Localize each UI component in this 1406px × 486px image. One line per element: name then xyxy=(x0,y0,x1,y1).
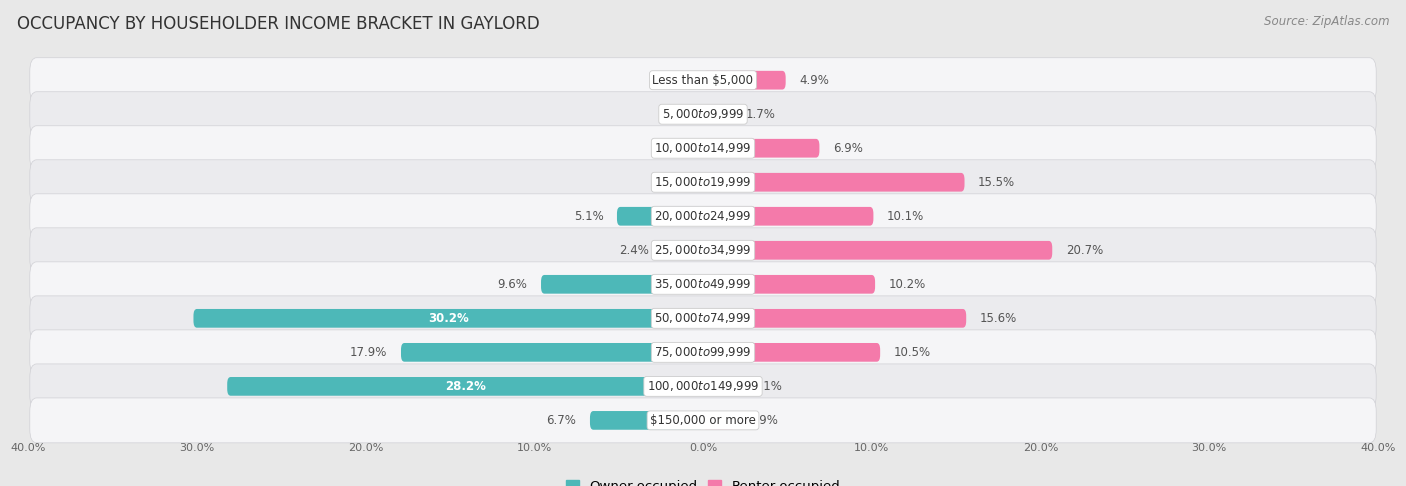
Text: 10.5%: 10.5% xyxy=(894,346,931,359)
FancyBboxPatch shape xyxy=(30,330,1376,375)
Text: 15.6%: 15.6% xyxy=(980,312,1017,325)
Text: $35,000 to $49,999: $35,000 to $49,999 xyxy=(654,278,752,291)
FancyBboxPatch shape xyxy=(703,377,738,396)
FancyBboxPatch shape xyxy=(194,309,703,328)
Text: 5.1%: 5.1% xyxy=(574,210,603,223)
Text: 4.9%: 4.9% xyxy=(799,74,830,87)
Text: 9.6%: 9.6% xyxy=(498,278,527,291)
FancyBboxPatch shape xyxy=(401,343,703,362)
FancyBboxPatch shape xyxy=(617,207,703,226)
FancyBboxPatch shape xyxy=(30,364,1376,409)
Text: $50,000 to $74,999: $50,000 to $74,999 xyxy=(654,312,752,325)
FancyBboxPatch shape xyxy=(703,275,875,294)
FancyBboxPatch shape xyxy=(703,343,880,362)
FancyBboxPatch shape xyxy=(703,139,820,157)
Text: 0.0%: 0.0% xyxy=(659,108,689,121)
Legend: Owner-occupied, Renter-occupied: Owner-occupied, Renter-occupied xyxy=(560,475,846,486)
Text: 0.0%: 0.0% xyxy=(659,74,689,87)
FancyBboxPatch shape xyxy=(703,173,965,191)
Text: 6.7%: 6.7% xyxy=(547,414,576,427)
Text: $100,000 to $149,999: $100,000 to $149,999 xyxy=(647,380,759,393)
FancyBboxPatch shape xyxy=(30,194,1376,239)
Text: 30.2%: 30.2% xyxy=(427,312,468,325)
FancyBboxPatch shape xyxy=(662,241,703,260)
FancyBboxPatch shape xyxy=(703,309,966,328)
Text: 2.4%: 2.4% xyxy=(619,244,650,257)
Text: OCCUPANCY BY HOUSEHOLDER INCOME BRACKET IN GAYLORD: OCCUPANCY BY HOUSEHOLDER INCOME BRACKET … xyxy=(17,15,540,33)
Text: 15.5%: 15.5% xyxy=(979,176,1015,189)
FancyBboxPatch shape xyxy=(30,228,1376,273)
FancyBboxPatch shape xyxy=(30,262,1376,307)
Text: $150,000 or more: $150,000 or more xyxy=(650,414,756,427)
Text: 17.9%: 17.9% xyxy=(350,346,388,359)
FancyBboxPatch shape xyxy=(703,241,1052,260)
Text: 0.0%: 0.0% xyxy=(659,142,689,155)
FancyBboxPatch shape xyxy=(703,71,786,89)
FancyBboxPatch shape xyxy=(30,296,1376,341)
Text: 20.7%: 20.7% xyxy=(1066,244,1102,257)
FancyBboxPatch shape xyxy=(703,411,735,430)
FancyBboxPatch shape xyxy=(703,105,731,123)
Text: 1.9%: 1.9% xyxy=(748,414,779,427)
FancyBboxPatch shape xyxy=(30,58,1376,103)
FancyBboxPatch shape xyxy=(591,411,703,430)
FancyBboxPatch shape xyxy=(703,207,873,226)
FancyBboxPatch shape xyxy=(30,92,1376,137)
Text: $25,000 to $34,999: $25,000 to $34,999 xyxy=(654,243,752,257)
FancyBboxPatch shape xyxy=(30,126,1376,171)
Text: $10,000 to $14,999: $10,000 to $14,999 xyxy=(654,141,752,155)
Text: Less than $5,000: Less than $5,000 xyxy=(652,74,754,87)
FancyBboxPatch shape xyxy=(228,377,703,396)
FancyBboxPatch shape xyxy=(30,160,1376,205)
Text: 0.0%: 0.0% xyxy=(659,176,689,189)
Text: $75,000 to $99,999: $75,000 to $99,999 xyxy=(654,346,752,359)
Text: $15,000 to $19,999: $15,000 to $19,999 xyxy=(654,175,752,189)
Text: $20,000 to $24,999: $20,000 to $24,999 xyxy=(654,209,752,223)
Text: 10.1%: 10.1% xyxy=(887,210,924,223)
Text: Source: ZipAtlas.com: Source: ZipAtlas.com xyxy=(1264,15,1389,28)
Text: 28.2%: 28.2% xyxy=(444,380,485,393)
Text: 2.1%: 2.1% xyxy=(752,380,782,393)
Text: 6.9%: 6.9% xyxy=(832,142,863,155)
FancyBboxPatch shape xyxy=(30,398,1376,443)
Text: 10.2%: 10.2% xyxy=(889,278,925,291)
Text: 1.7%: 1.7% xyxy=(745,108,775,121)
FancyBboxPatch shape xyxy=(541,275,703,294)
Text: $5,000 to $9,999: $5,000 to $9,999 xyxy=(662,107,744,121)
